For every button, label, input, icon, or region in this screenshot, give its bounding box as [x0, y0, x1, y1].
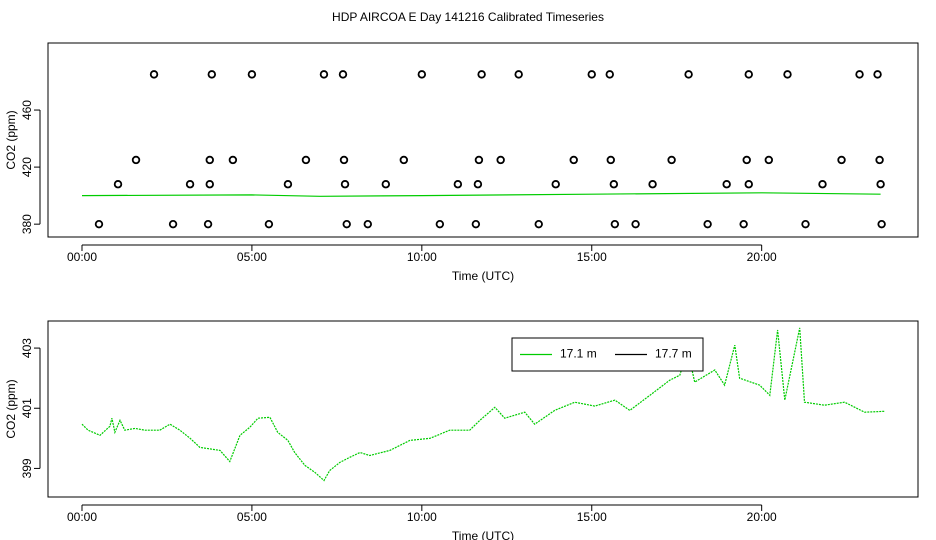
calibration-point [818, 180, 827, 189]
calibration-point [435, 219, 445, 229]
calibration-point [684, 70, 693, 79]
calibration-point [477, 70, 486, 79]
calibration-point [569, 155, 578, 165]
x-tick-label: 10:00 [407, 510, 437, 524]
calibration-point [473, 180, 483, 189]
calibration-point [703, 219, 712, 229]
y-tick-label: 401 [20, 398, 34, 418]
calibration-point [453, 180, 463, 189]
x-tick-label: 00:00 [67, 510, 97, 524]
y-tick-label: 460 [20, 100, 34, 120]
calibration-point [205, 155, 214, 165]
calibration-point [203, 219, 213, 229]
x-tick-label: 05:00 [237, 250, 267, 264]
calibration-point [301, 155, 311, 165]
calibration-point [474, 155, 484, 165]
calibration-point [764, 155, 774, 165]
calibration-point [283, 180, 293, 189]
calibration-point [648, 180, 657, 189]
calibration-point [876, 180, 885, 189]
x-axis-label: Time (UTC) [452, 529, 514, 540]
calibration-point [247, 70, 257, 79]
x-tick-label: 20:00 [747, 250, 777, 264]
calibration-point [606, 155, 615, 165]
y-tick-label: 420 [20, 157, 34, 177]
calibration-point [744, 70, 753, 79]
calibration-point [744, 180, 753, 189]
calibration-point [338, 70, 348, 79]
calibration-point [363, 219, 372, 229]
calibration-point [149, 70, 159, 79]
calibration-point [168, 219, 178, 229]
calibration-point [667, 155, 676, 165]
calibration-point [855, 70, 864, 79]
calibration-point [742, 155, 751, 165]
calibration-point [877, 219, 886, 229]
x-tick-label: 00:00 [67, 250, 97, 264]
calibration-point [399, 155, 409, 165]
y-tick-label: 399 [20, 458, 34, 478]
calibration-point [605, 70, 614, 79]
calibration-point [131, 155, 141, 165]
calibration-point [340, 180, 350, 189]
calibration-point [205, 180, 214, 189]
legend-label: 17.1 m [560, 347, 597, 361]
calibration-point [514, 70, 523, 79]
calibration-point [207, 70, 217, 79]
x-axis-label: Time (UTC) [452, 269, 514, 283]
y-axis-label: CO2 (ppm) [4, 110, 18, 169]
calibration-point [264, 219, 274, 229]
calibration-point [783, 70, 792, 79]
chart-title: HDP AIRCOA E Day 141216 Calibrated Times… [332, 10, 604, 24]
calibration-point [185, 180, 195, 189]
calibration-point [587, 70, 596, 79]
calibration-point [417, 70, 427, 79]
x-tick-label: 20:00 [747, 510, 777, 524]
calibration-point [113, 180, 123, 189]
calibration-point [551, 180, 560, 189]
calibration-point [471, 219, 481, 229]
calibration-point [875, 155, 884, 165]
x-tick-label: 05:00 [237, 510, 267, 524]
y-tick-label: 403 [20, 338, 34, 358]
legend-label: 17.7 m [655, 347, 692, 361]
calibration-point [319, 70, 329, 79]
plot-frame [47, 42, 919, 238]
line-series [81, 192, 881, 197]
calibration-point [339, 155, 349, 165]
calibration-point [873, 70, 882, 79]
calibration-point [534, 219, 543, 229]
calibration-point [739, 219, 748, 229]
calibration-point [609, 180, 619, 189]
calibration-point [631, 219, 640, 229]
calibration-point [228, 155, 238, 165]
calibration-point [801, 219, 810, 229]
calibration-point [342, 219, 351, 229]
line-series [81, 327, 885, 482]
x-tick-label: 15:00 [577, 510, 607, 524]
y-axis-label: CO2 (ppm) [4, 379, 18, 438]
calibration-point [610, 219, 620, 229]
calibration-point [94, 219, 104, 229]
calibration-point [381, 180, 391, 189]
y-tick-label: 380 [20, 214, 34, 234]
x-tick-label: 10:00 [407, 250, 437, 264]
x-tick-label: 15:00 [577, 250, 607, 264]
plot-frame [47, 320, 919, 498]
calibration-point [837, 155, 846, 165]
calibration-point [496, 155, 505, 165]
calibration-point [722, 180, 731, 189]
